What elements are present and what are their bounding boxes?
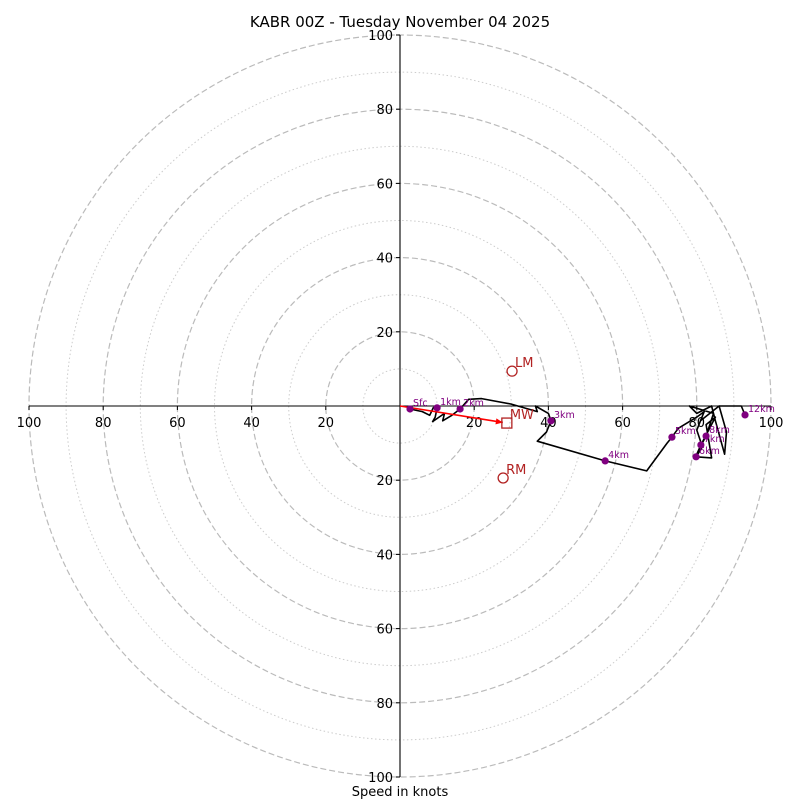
x-tick-label: 100 xyxy=(759,416,784,431)
height-point-8km xyxy=(702,432,710,440)
chart-title: KABR 00Z - Tuesday November 04 2025 xyxy=(250,13,550,31)
storm-motion-markers: LM RM MW xyxy=(497,356,534,484)
y-tick-label: 20 xyxy=(376,474,393,489)
height-label-2km: 2km xyxy=(463,398,484,409)
y-tick-label: 60 xyxy=(376,623,393,638)
y-tick-label: 80 xyxy=(376,103,393,118)
height-point-5km xyxy=(668,433,676,441)
height-point-4km xyxy=(601,457,609,465)
height-label-6km: 6km xyxy=(699,446,720,457)
y-tick-label: 40 xyxy=(376,252,393,267)
hodograph-trace xyxy=(409,397,746,472)
shear-vector-line xyxy=(399,405,503,424)
y-tick-label: 40 xyxy=(376,548,393,563)
height-point-sfc xyxy=(406,405,414,413)
height-point-3km xyxy=(547,417,555,425)
height-point-2km xyxy=(456,405,464,413)
y-tick-label: 100 xyxy=(368,29,393,44)
storm-motion-lm xyxy=(506,365,518,377)
x-tick-label: 60 xyxy=(614,416,631,431)
y-tick-label: 80 xyxy=(376,697,393,712)
y-tick-label: 60 xyxy=(376,177,393,192)
height-label-7km: 7km xyxy=(704,434,725,445)
height-label-8km: 8km xyxy=(709,425,730,436)
storm-motion-rm xyxy=(497,472,509,484)
height-point-7km xyxy=(697,441,705,449)
height-label-5km: 5km xyxy=(675,426,696,437)
height-point-1km xyxy=(433,404,441,412)
hodograph-line xyxy=(409,397,746,472)
x-tick-label: 60 xyxy=(169,416,186,431)
storm-motion-mw xyxy=(501,417,513,429)
storm-motion-label-mw: MW xyxy=(510,408,534,423)
height-label-1km: 1km xyxy=(440,397,461,408)
x-axis-label: Speed in knots xyxy=(352,785,449,800)
y-tick-label: 100 xyxy=(368,771,393,786)
shear-vector xyxy=(399,405,503,425)
shear-vector-arrowhead xyxy=(495,418,503,425)
y-axis-ticks: 100 80 60 40 20 20 40 60 80 100 xyxy=(368,29,400,786)
height-label-sfc: Sfc xyxy=(413,398,428,409)
x-tick-label: 40 xyxy=(243,416,260,431)
storm-motion-label-lm: LM xyxy=(515,356,533,371)
height-label-3km: 3km xyxy=(554,410,575,421)
x-tick-label: 20 xyxy=(466,416,483,431)
x-tick-label: 100 xyxy=(17,416,42,431)
height-label-12km: 12km xyxy=(748,404,775,415)
height-point-12km xyxy=(741,411,749,419)
height-label-4km: 4km xyxy=(608,450,629,461)
x-tick-label: 80 xyxy=(95,416,112,431)
storm-motion-label-rm: RM xyxy=(506,463,526,478)
height-point-6km xyxy=(692,453,700,461)
x-tick-label: 20 xyxy=(318,416,335,431)
y-tick-label: 20 xyxy=(376,326,393,341)
